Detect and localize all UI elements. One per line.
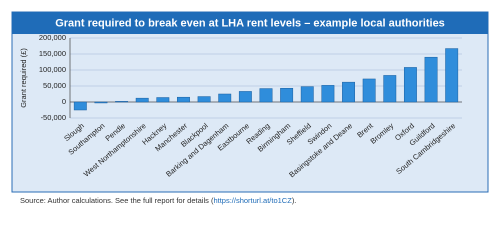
source-text: Source: Author calculations. See the ful… [20, 196, 214, 205]
bar [424, 56, 438, 103]
bar [403, 67, 417, 103]
chart: Grant required to break even at LHA rent… [11, 11, 489, 205]
bar [342, 81, 355, 103]
bar [300, 86, 314, 103]
bar [321, 85, 335, 103]
bar [218, 93, 232, 103]
chart-title: Grant required to break even at LHA rent… [55, 17, 445, 29]
bar [115, 101, 129, 103]
bar [94, 101, 108, 104]
y-tick-label: 0 [62, 97, 66, 106]
bar [135, 97, 149, 103]
bar [280, 87, 294, 103]
bar [156, 97, 170, 103]
y-tick-label: 50,000 [43, 81, 66, 90]
y-tick-label: 200,000 [39, 33, 66, 42]
y-tick-label: 150,000 [39, 49, 66, 58]
bar [445, 48, 459, 103]
y-tick-label: -50,000 [41, 113, 66, 122]
bar [259, 88, 273, 103]
bar [238, 91, 252, 103]
y-axis-label: Grant required (£) [19, 48, 28, 108]
title-bar [12, 12, 488, 34]
source-suffix: ). [292, 196, 297, 205]
bar [383, 75, 397, 103]
y-tick-label: 100,000 [39, 65, 66, 74]
bar [197, 96, 211, 103]
source-link[interactable]: https://shorturl.at/to1CZ [213, 196, 292, 205]
page: {"chart_data": {"type": "bar", "title": … [11, 11, 489, 205]
bar [73, 101, 87, 111]
bar [177, 96, 190, 103]
source: Source: Author calculations. See the ful… [20, 196, 296, 205]
bar [362, 78, 376, 103]
